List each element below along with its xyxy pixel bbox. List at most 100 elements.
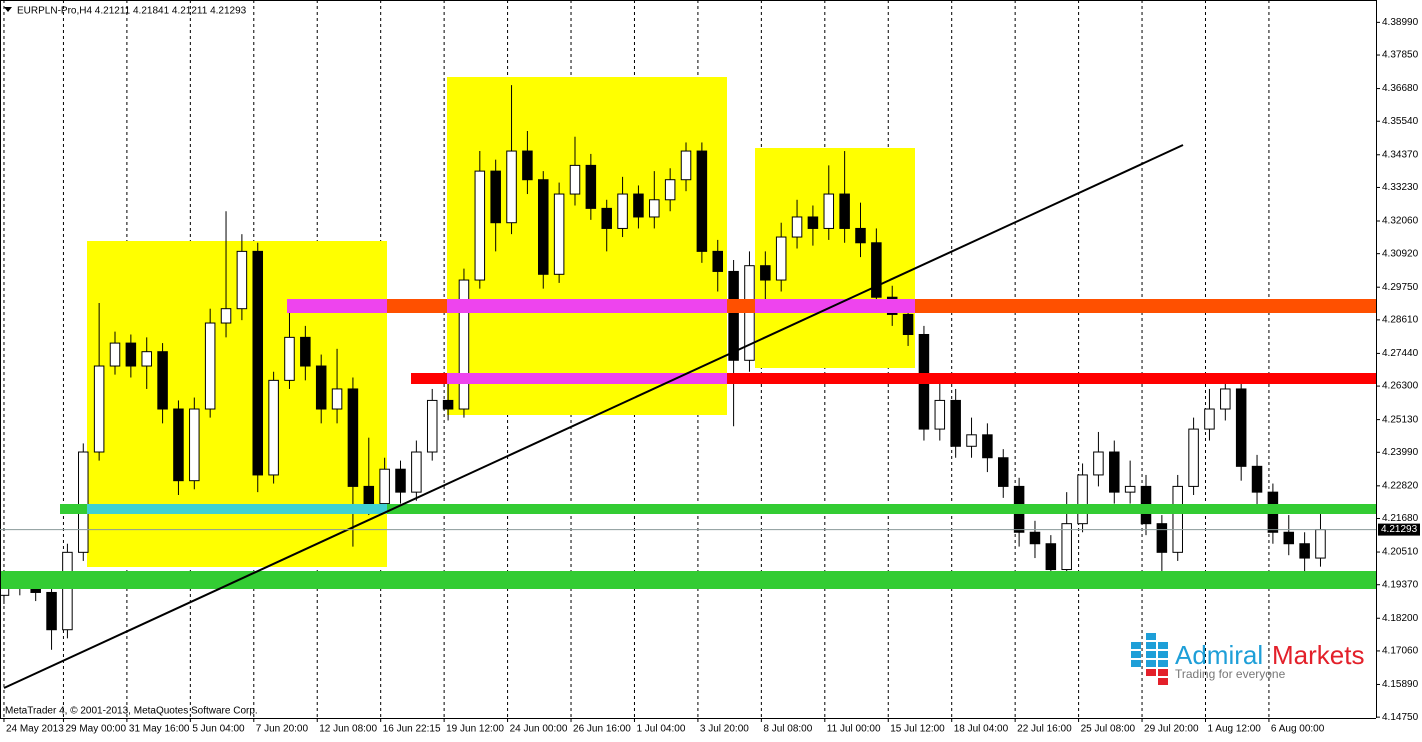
candle-body xyxy=(379,468,390,505)
candle-body xyxy=(284,336,295,381)
candle-body xyxy=(855,227,866,244)
candle-body xyxy=(1204,408,1215,430)
candle-body xyxy=(553,193,565,275)
candle-body xyxy=(1029,531,1041,545)
candle-body xyxy=(585,164,597,209)
resistance-band xyxy=(447,373,727,384)
logo-tagline: Trading for everyone xyxy=(1175,667,1286,681)
y-tick-label: 4.35540 xyxy=(1382,116,1419,127)
candle-body xyxy=(1045,543,1057,571)
x-tick-label: 18 Jul 04:00 xyxy=(954,724,1009,735)
x-tick-label: 31 May 16:00 xyxy=(129,724,190,735)
candle-body xyxy=(1061,523,1072,571)
logo-mark xyxy=(1146,669,1168,685)
x-tick-label: 24 May 2013 xyxy=(6,724,64,735)
candle-body xyxy=(1156,523,1168,553)
candle-body xyxy=(902,313,914,335)
candle-body xyxy=(125,342,137,367)
x-tick-label: 1 Jul 04:00 xyxy=(636,724,685,735)
candle-body xyxy=(569,164,581,195)
last-price-box xyxy=(1378,523,1420,536)
candle-body xyxy=(934,399,946,430)
support-band xyxy=(87,504,387,514)
candle-body xyxy=(950,399,961,447)
chart-title: EURPLN-Pro,H4 4.21211 4.21841 4.21211 4.… xyxy=(17,6,247,17)
candle-body xyxy=(252,250,264,476)
candle-body xyxy=(1093,451,1104,476)
logo-mark xyxy=(1131,633,1168,667)
y-tick-label: 4.14750 xyxy=(1382,712,1419,723)
y-tick-label: 4.23990 xyxy=(1382,447,1419,458)
candle-body xyxy=(633,193,644,218)
y-tick-label: 4.19370 xyxy=(1382,579,1419,590)
candle-body xyxy=(363,485,375,505)
candle-body xyxy=(1251,465,1263,493)
x-tick-label: 16 Jun 22:15 xyxy=(383,724,441,735)
candle-body xyxy=(601,207,612,229)
candle-body xyxy=(823,193,835,229)
y-tick-label: 4.36680 xyxy=(1382,83,1419,94)
support-band xyxy=(0,571,1376,589)
candle-body xyxy=(1315,529,1326,559)
candle-body xyxy=(458,279,470,410)
candle-body xyxy=(1172,485,1183,553)
candle-body xyxy=(1124,485,1136,493)
y-tick-label: 4.20510 xyxy=(1382,547,1419,558)
zone xyxy=(447,77,727,415)
candle-body xyxy=(982,434,993,459)
candle-body xyxy=(997,457,1009,487)
x-tick-label: 6 Aug 00:00 xyxy=(1271,724,1325,735)
y-tick-label: 4.22820 xyxy=(1382,480,1419,491)
resistance-band xyxy=(287,299,387,313)
candle-body xyxy=(157,351,168,410)
candle-body xyxy=(141,351,152,367)
candle-body xyxy=(680,150,692,181)
logo: Admiral Markets Trading for everyone xyxy=(1131,633,1364,685)
x-tick-label: 5 Jun 04:00 xyxy=(192,724,245,735)
y-tick-label: 4.21680 xyxy=(1382,513,1419,524)
x-tick-label: 24 Jun 00:00 xyxy=(510,724,568,735)
last-price-label: 4.21293 xyxy=(1381,524,1418,535)
candle-body xyxy=(300,336,311,367)
candle-body xyxy=(1077,474,1088,525)
menu-icon[interactable] xyxy=(4,7,12,12)
x-tick-label: 29 May 00:00 xyxy=(65,724,126,735)
candle-body xyxy=(696,150,708,252)
candle-body xyxy=(220,308,232,324)
candle-body xyxy=(1188,428,1199,487)
candle-body xyxy=(46,591,57,631)
candle-body xyxy=(189,408,200,482)
candle-body xyxy=(315,365,327,410)
candle-body xyxy=(966,434,977,447)
resistance-band xyxy=(411,373,1376,384)
candle-body xyxy=(93,365,105,453)
y-tick-label: 4.28610 xyxy=(1382,315,1419,326)
candle-body xyxy=(347,388,359,487)
candle-body xyxy=(791,216,803,238)
y-tick-label: 4.25130 xyxy=(1382,414,1419,425)
candle-body xyxy=(173,408,184,482)
candle-body xyxy=(236,250,248,310)
resistance-band xyxy=(447,299,727,313)
candle-body xyxy=(1299,543,1310,559)
trend-line xyxy=(3,144,1184,689)
candle-body xyxy=(331,388,343,410)
x-tick-label: 8 Jul 08:00 xyxy=(763,724,812,735)
y-tick-label: 4.30920 xyxy=(1382,248,1419,259)
x-tick-label: 7 Jun 20:00 xyxy=(256,724,309,735)
bands xyxy=(0,144,1376,689)
candle-body xyxy=(204,322,216,410)
candle-body xyxy=(538,179,549,275)
y-tick-label: 4.18200 xyxy=(1382,613,1419,624)
candle-body xyxy=(426,399,438,453)
candle-body xyxy=(839,193,850,229)
candle-body xyxy=(760,265,771,281)
candle-body xyxy=(617,193,628,229)
x-tick-label: 29 Jul 20:00 xyxy=(1144,724,1199,735)
candle-body xyxy=(490,170,501,224)
candle-body xyxy=(728,270,739,361)
candle-body xyxy=(411,451,422,493)
candle-body xyxy=(712,250,723,272)
